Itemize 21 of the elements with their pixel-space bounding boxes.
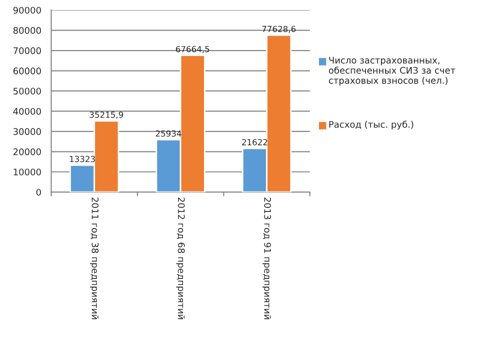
y-tick-label: 90000 <box>13 6 41 14</box>
y-tick-label: 50000 <box>13 88 41 95</box>
y-tick-label: 70000 <box>14 47 41 54</box>
y-tick-label: 10000 <box>14 168 41 176</box>
legend-label: Расход (тыс. руб.) <box>329 120 414 130</box>
y-tick-label: 80000 <box>13 27 41 34</box>
data-label: 13323 <box>70 156 95 162</box>
y-tick-label: 20000 <box>13 148 41 156</box>
y-tick-label: 60000 <box>13 68 41 74</box>
y-tick-label: 0 <box>36 188 41 196</box>
data-label: 67664,5 <box>176 46 210 54</box>
y-tick-label: 40000 <box>13 108 41 115</box>
data-label: 77628,6 <box>262 26 296 33</box>
x-tick-label: 2013 год 91 предприятий <box>262 198 272 320</box>
data-label: 21622 <box>242 139 268 146</box>
data-label: 35215,9 <box>90 112 124 119</box>
x-tick-label: 2011 год 38 предприятий <box>90 198 99 320</box>
x-tick-label: 2012 год 68 предприятий <box>176 198 185 320</box>
y-tick-label: 30000 <box>13 128 41 135</box>
data-label: 25934 <box>156 130 182 137</box>
legend-label: Число застрахованных, обеспеченных СИЗ за счет страховых взносов (чел.) <box>328 56 456 86</box>
